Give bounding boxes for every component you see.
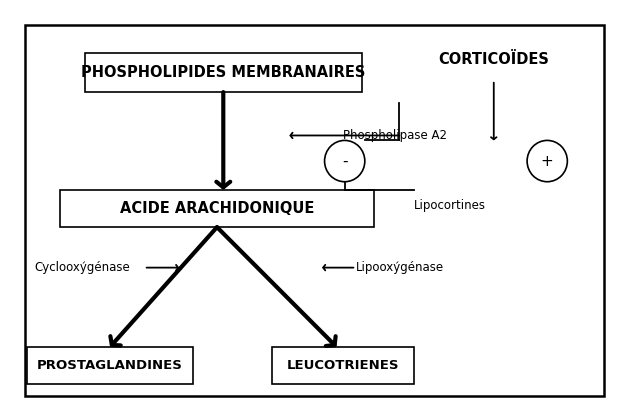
Text: LEUCOTRIENES: LEUCOTRIENES bbox=[287, 359, 399, 372]
Bar bbox=[60, 190, 374, 227]
Text: Lipocortines: Lipocortines bbox=[414, 199, 486, 212]
Ellipse shape bbox=[527, 140, 567, 182]
Text: Cyclooxýgénase: Cyclooxýgénase bbox=[35, 261, 130, 274]
Text: Lipooxýgénase: Lipooxýgénase bbox=[355, 261, 443, 274]
Text: PROSTAGLANDINES: PROSTAGLANDINES bbox=[37, 359, 183, 372]
Text: CORTICOÏDES: CORTICOÏDES bbox=[438, 52, 549, 67]
Bar bbox=[26, 347, 194, 384]
Bar bbox=[272, 347, 414, 384]
Text: ACIDE ARACHIDONIQUE: ACIDE ARACHIDONIQUE bbox=[120, 201, 314, 216]
Text: PHOSPHOLIPIDES MEMBRANAIRES: PHOSPHOLIPIDES MEMBRANAIRES bbox=[81, 65, 365, 80]
Bar bbox=[85, 53, 362, 92]
Ellipse shape bbox=[325, 140, 365, 182]
Text: +: + bbox=[541, 154, 554, 169]
Text: Phospholipase A2: Phospholipase A2 bbox=[343, 129, 447, 142]
Text: -: - bbox=[342, 154, 347, 169]
